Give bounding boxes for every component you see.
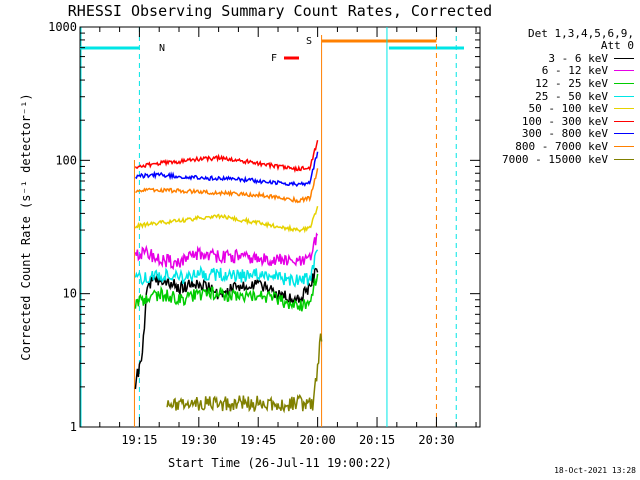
x-axis-label: Start Time (26-Jul-11 19:00:22) — [168, 456, 392, 470]
series-line — [135, 168, 319, 204]
y-tick-label: 1 — [70, 420, 77, 434]
legend-item: 6 - 12 keV — [484, 64, 634, 78]
legend-item-swatch — [614, 158, 634, 160]
legend-item-label: 300 - 800 keV — [521, 127, 608, 141]
legend-item: 100 - 300 keV — [484, 115, 634, 128]
y-tick-label: 10 — [63, 287, 77, 301]
legend-item-label: 3 - 6 keV — [548, 51, 608, 65]
legend-item: 50 - 100 keV — [484, 102, 634, 115]
legend-item: 300 - 800 keV — [484, 127, 634, 141]
series-line — [134, 206, 319, 234]
plot-frame — [79, 26, 481, 428]
legend-item-swatch — [614, 145, 634, 147]
legend-item-swatch — [614, 95, 634, 97]
legend: Det 1,3,4,5,6,9, Att 0 3 - 6 keV 6 - 12 k… — [484, 27, 634, 166]
legend-header-line-2: Att 0 — [600, 39, 634, 52]
legend-item-label: 50 - 100 keV — [528, 102, 608, 116]
series-line — [134, 140, 319, 173]
legend-item-swatch — [614, 120, 634, 122]
x-tick-label: 20:30 — [418, 433, 454, 447]
legend-item: 25 - 50 keV — [484, 90, 634, 103]
legend-item: 12 - 25 keV — [484, 77, 634, 90]
series-line — [134, 267, 319, 390]
x-tick-label: 19:15 — [121, 433, 157, 447]
chart-title: RHESSI Observing Summary Count Rates, Co… — [67, 2, 493, 20]
x-tick-label: 19:45 — [240, 433, 276, 447]
x-tick-label: 20:15 — [359, 433, 395, 447]
legend-header-line-1: Det 1,3,4,5,6,9, — [528, 27, 634, 40]
y-tick-label: 1000 — [48, 20, 77, 34]
legend-item-swatch — [614, 133, 634, 135]
legend-item-swatch — [614, 70, 634, 72]
x-tick-label: 19:30 — [181, 433, 217, 447]
legend-item-label: 25 - 50 keV — [535, 89, 608, 103]
legend-item-label: 7000 - 15000 keV — [502, 152, 608, 166]
legend-item-label: 6 - 12 keV — [541, 64, 608, 78]
series-line — [135, 151, 319, 188]
annotation-f-label: F — [271, 53, 277, 64]
series-line — [134, 232, 319, 271]
series-line — [134, 273, 319, 312]
annotation-s-label: S — [306, 36, 312, 47]
legend-item-label: 800 - 7000 keV — [515, 139, 608, 153]
x-tick-label: 20:00 — [300, 433, 336, 447]
legend-item-swatch — [614, 57, 634, 59]
series-line — [134, 249, 319, 288]
legend-item: 3 - 6 keV — [484, 52, 634, 65]
legend-item-label: 12 - 25 keV — [535, 76, 608, 90]
annotation-n-label: N — [159, 43, 165, 54]
legend-item-swatch — [614, 108, 634, 110]
legend-item-swatch — [614, 82, 634, 84]
legend-item-label: 100 - 300 keV — [521, 114, 608, 128]
legend-item: 7000 - 15000 keV — [484, 153, 634, 166]
series-line — [166, 333, 323, 414]
legend-item: 800 - 7000 keV — [484, 140, 634, 153]
y-tick-label: 100 — [55, 153, 77, 167]
y-axis-label: Corrected Count Rate (s⁻¹ detector⁻¹) — [19, 93, 33, 360]
footer-timestamp: 18-Oct-2021 13:28 — [554, 466, 636, 475]
